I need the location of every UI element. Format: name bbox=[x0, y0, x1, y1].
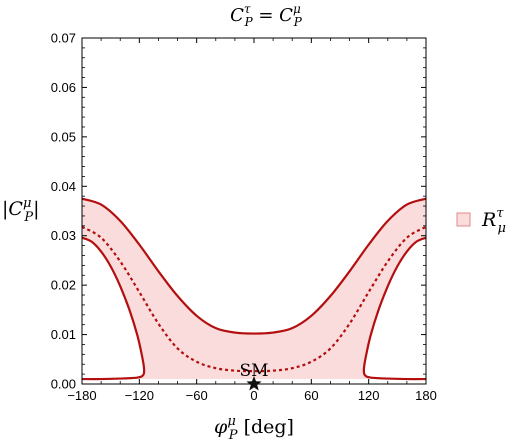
y-tick-label: 0.07 bbox=[51, 31, 76, 46]
y-tick-label: 0.01 bbox=[51, 327, 76, 342]
axes: −180 −120 −60 0 60 120 180 0.00 0.01 0.02 0.03 0.04… bbox=[51, 31, 437, 404]
x-tick-label: 0 bbox=[250, 388, 257, 403]
sm-label: SM bbox=[239, 361, 268, 381]
legend-label: Rτ μ bbox=[481, 206, 506, 236]
y-tick-label: 0.06 bbox=[51, 80, 76, 95]
x-tick-label: 120 bbox=[358, 388, 380, 403]
plot-area bbox=[81, 197, 427, 381]
x-tick-label: −60 bbox=[186, 388, 208, 403]
y-axis-label: |Cμ P| bbox=[2, 196, 40, 225]
legend: Rτ μ bbox=[456, 206, 506, 236]
legend-swatch bbox=[456, 212, 471, 227]
outer-boundary-curve bbox=[81, 197, 427, 335]
y-tick-label: 0.04 bbox=[51, 179, 76, 194]
y-tick-label: 0.05 bbox=[51, 129, 76, 144]
inner-boundary-right-curve bbox=[362, 236, 427, 381]
chart-title: Cτ P = Cμ P bbox=[230, 2, 303, 29]
x-axis-label: φμ P [deg] bbox=[214, 414, 294, 442]
inner-boundary-left-curve bbox=[81, 236, 146, 381]
x-tick-label: 60 bbox=[304, 388, 318, 403]
x-tick-label: −120 bbox=[125, 388, 154, 403]
y-tick-label: 0.02 bbox=[51, 278, 76, 293]
y-tick-label: 0.03 bbox=[51, 228, 76, 243]
plot-frame bbox=[81, 37, 427, 385]
x-tick-label: 180 bbox=[415, 388, 437, 403]
x-tick-label: −180 bbox=[67, 388, 96, 403]
y-tick-label: 0.00 bbox=[51, 377, 76, 392]
allowed-region-fill bbox=[82, 198, 426, 380]
sm-marker bbox=[246, 376, 262, 391]
